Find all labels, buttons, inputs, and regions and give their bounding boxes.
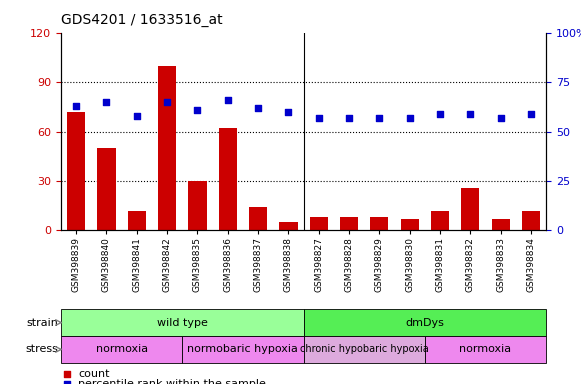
Bar: [188, 181, 207, 230]
Point: [132, 113, 141, 119]
Bar: [340, 217, 358, 230]
Text: chronic hypobaric hypoxia: chronic hypobaric hypoxia: [300, 344, 429, 354]
Bar: [158, 66, 176, 230]
Bar: [279, 222, 297, 230]
Bar: [249, 207, 267, 230]
Point: [314, 114, 324, 121]
Point: [345, 114, 354, 121]
Text: wild type: wild type: [157, 318, 208, 328]
Text: percentile rank within the sample: percentile rank within the sample: [78, 379, 266, 384]
Point: [193, 107, 202, 113]
Point: [496, 114, 505, 121]
Point: [405, 114, 414, 121]
Bar: [425, 336, 546, 363]
Bar: [303, 336, 425, 363]
Bar: [61, 336, 182, 363]
Bar: [522, 210, 540, 230]
Text: stress: stress: [25, 344, 58, 354]
Bar: [461, 187, 479, 230]
Bar: [303, 309, 546, 336]
Bar: [61, 309, 303, 336]
Bar: [370, 217, 389, 230]
Point: [62, 371, 71, 377]
Point: [284, 109, 293, 115]
Text: normoxia: normoxia: [460, 344, 511, 354]
Text: count: count: [78, 369, 110, 379]
Point: [435, 111, 444, 117]
Text: GDS4201 / 1633516_at: GDS4201 / 1633516_at: [61, 13, 223, 27]
Point: [71, 103, 81, 109]
Bar: [182, 336, 303, 363]
Bar: [401, 219, 419, 230]
Point: [526, 111, 536, 117]
Text: dmDys: dmDys: [406, 318, 444, 328]
Point: [62, 381, 71, 384]
Point: [466, 111, 475, 117]
Bar: [310, 217, 328, 230]
Text: strain: strain: [26, 318, 58, 328]
Point: [223, 97, 232, 103]
Point: [163, 99, 172, 105]
Bar: [128, 210, 146, 230]
Bar: [218, 128, 237, 230]
Bar: [431, 210, 449, 230]
Point: [375, 114, 384, 121]
Bar: [98, 148, 116, 230]
Bar: [67, 112, 85, 230]
Bar: [492, 219, 510, 230]
Text: normobaric hypoxia: normobaric hypoxia: [188, 344, 299, 354]
Text: normoxia: normoxia: [96, 344, 148, 354]
Point: [102, 99, 111, 105]
Point: [253, 105, 263, 111]
